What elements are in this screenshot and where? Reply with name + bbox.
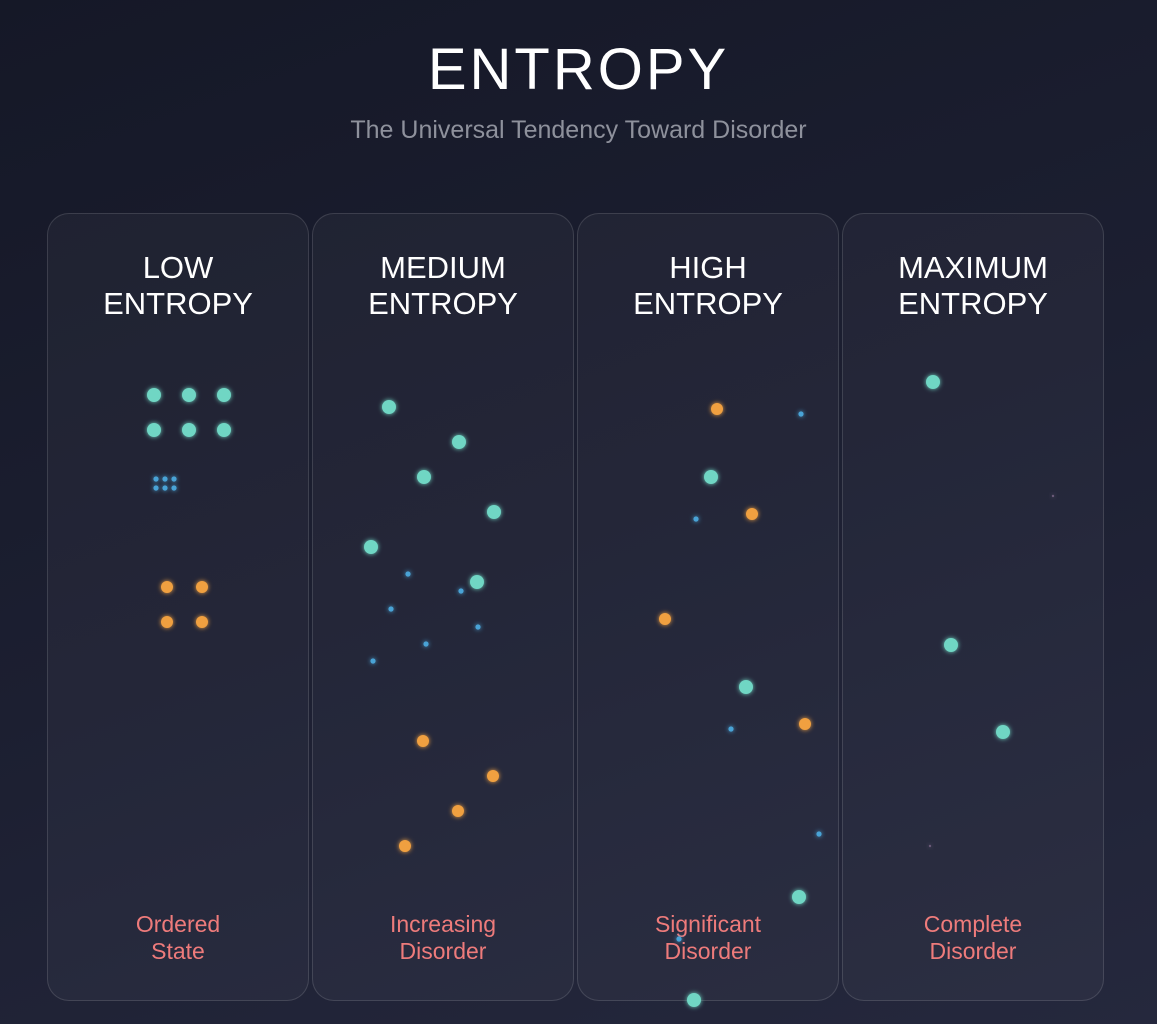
particle xyxy=(944,638,958,652)
particle xyxy=(399,840,411,852)
panel-heading: HIGH ENTROPY xyxy=(633,250,783,321)
particle xyxy=(487,505,501,519)
particle xyxy=(370,658,376,664)
particle xyxy=(417,470,431,484)
particle xyxy=(659,613,671,625)
particle xyxy=(746,508,758,520)
panel: MEDIUM ENTROPY Increasing Disorder xyxy=(312,213,574,1001)
particle xyxy=(147,388,161,402)
particle xyxy=(162,476,168,482)
particle xyxy=(452,805,464,817)
particle xyxy=(147,423,161,437)
particle xyxy=(798,411,804,417)
particle xyxy=(928,844,932,848)
particle xyxy=(388,606,394,612)
panel-caption: Ordered State xyxy=(135,911,221,964)
particle xyxy=(458,588,464,594)
particle xyxy=(153,485,159,491)
particle xyxy=(996,725,1010,739)
particle xyxy=(1051,494,1055,498)
panel: MAXIMUM ENTROPY Complete Disorder xyxy=(842,213,1104,1001)
particle xyxy=(693,516,699,522)
particle xyxy=(423,641,429,647)
particle xyxy=(196,581,208,593)
particle xyxy=(217,423,231,437)
subtitle: The Universal Tendency Toward Disorder xyxy=(350,116,807,144)
particle xyxy=(182,388,196,402)
particle xyxy=(171,476,177,482)
particle xyxy=(162,485,168,491)
panel-caption: Complete Disorder xyxy=(923,911,1023,964)
particle xyxy=(405,571,411,577)
panel-caption: Increasing Disorder xyxy=(389,911,497,964)
particle xyxy=(475,624,481,630)
particle xyxy=(470,575,484,589)
particle xyxy=(799,718,811,730)
panel: LOW ENTROPY Ordered State xyxy=(47,213,309,1001)
particle xyxy=(196,616,208,628)
particle xyxy=(704,470,718,484)
particle xyxy=(926,375,940,389)
particle xyxy=(739,680,753,694)
panel-caption: Significant Disorder xyxy=(654,911,762,964)
particle xyxy=(487,770,499,782)
particle xyxy=(417,735,429,747)
particle xyxy=(364,540,378,554)
particle xyxy=(792,890,806,904)
particle xyxy=(217,388,231,402)
particle xyxy=(687,993,701,1007)
particle xyxy=(728,726,734,732)
panel: HIGH ENTROPY Significant Disorder xyxy=(577,213,839,1001)
particle xyxy=(382,400,396,414)
particle xyxy=(452,435,466,449)
particle xyxy=(711,403,723,415)
particle xyxy=(676,936,682,942)
particle xyxy=(182,423,196,437)
particle xyxy=(161,581,173,593)
particle xyxy=(171,485,177,491)
panel-heading: MEDIUM ENTROPY xyxy=(368,250,518,321)
panel-heading: LOW ENTROPY xyxy=(103,250,253,321)
particle xyxy=(161,616,173,628)
panel-heading: MAXIMUM ENTROPY xyxy=(898,250,1048,321)
title: ENTROPY xyxy=(427,37,730,102)
particle xyxy=(816,831,822,837)
particle xyxy=(153,476,159,482)
